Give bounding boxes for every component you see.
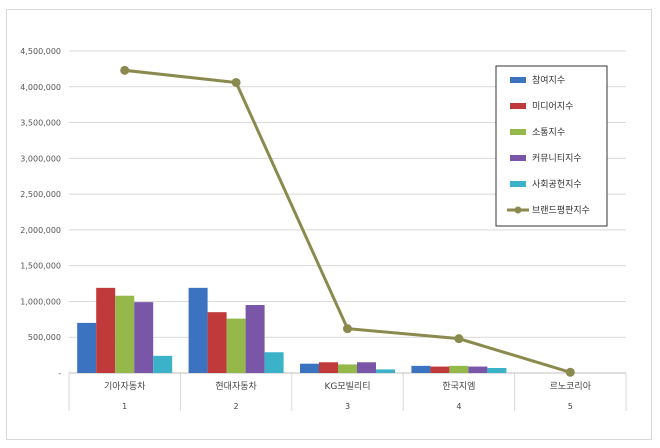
legend-swatch bbox=[510, 129, 526, 135]
line-point-브랜드평판지수 bbox=[454, 334, 464, 344]
y-tick-label: 1,000,000 bbox=[20, 297, 61, 306]
y-tick-label: 2,500,000 bbox=[20, 190, 61, 199]
x-category-label: 기아자동차 bbox=[104, 380, 146, 392]
legend-swatch-marker bbox=[514, 206, 522, 214]
y-tick-label: 1,500,000 bbox=[20, 262, 61, 271]
line-point-브랜드평판지수 bbox=[565, 367, 575, 377]
line-point-브랜드평판지수 bbox=[231, 77, 241, 87]
x-rank-label: 5 bbox=[568, 402, 573, 411]
bar-소통지수 bbox=[338, 364, 357, 373]
legend-label: 참여지수 bbox=[532, 74, 565, 86]
bar-소통지수 bbox=[226, 318, 246, 373]
legend-label: 브랜드평판지수 bbox=[532, 205, 590, 216]
legend-label: 사회공헌지수 bbox=[532, 179, 582, 190]
bar-소통지수 bbox=[115, 295, 135, 373]
y-tick-label: 4,500,000 bbox=[20, 47, 61, 56]
bar-사회공헌지수 bbox=[153, 355, 173, 373]
bar-소통지수 bbox=[449, 365, 469, 373]
line-point-브랜드평판지수 bbox=[120, 65, 130, 75]
legend-swatch bbox=[510, 103, 526, 109]
bar-커뮤니티지수 bbox=[134, 302, 154, 373]
bar-미디어지수 bbox=[319, 362, 338, 373]
x-rank-label: 1 bbox=[122, 402, 127, 411]
bar-미디어지수 bbox=[207, 312, 227, 373]
bar-참여지수 bbox=[77, 322, 97, 373]
y-tick-label: 500,000 bbox=[28, 333, 61, 342]
bar-커뮤니티지수 bbox=[245, 305, 265, 373]
legend-swatch bbox=[510, 77, 526, 83]
legend-box bbox=[495, 65, 608, 227]
x-category-label: 한국지엠 bbox=[442, 380, 475, 392]
y-tick-label: 3,500,000 bbox=[20, 119, 61, 128]
y-tick-label: 2,000,000 bbox=[20, 226, 61, 235]
bar-미디어지수 bbox=[430, 366, 450, 373]
line-point-브랜드평판지수 bbox=[343, 324, 352, 334]
x-rank-label: 3 bbox=[345, 402, 350, 411]
y-tick-label: 4,000,000 bbox=[20, 83, 61, 92]
legend-swatch bbox=[510, 155, 526, 161]
bar-커뮤니티지수 bbox=[468, 366, 488, 373]
bar-참여지수 bbox=[188, 287, 208, 373]
legend-swatch bbox=[510, 181, 526, 187]
x-category-label: KG모빌리티 bbox=[325, 381, 371, 392]
y-tick-label: - bbox=[58, 369, 61, 378]
legend-label: 소통지수 bbox=[532, 127, 565, 138]
bar-사회공헌지수 bbox=[376, 369, 395, 373]
bar-참여지수 bbox=[411, 365, 431, 373]
bar-사회공헌지수 bbox=[264, 352, 284, 373]
x-category-label: 르노코리아 bbox=[550, 381, 592, 392]
bar-사회공헌지수 bbox=[487, 367, 507, 373]
y-tick-label: 3,000,000 bbox=[20, 154, 61, 163]
legend-label: 미디어지수 bbox=[532, 101, 573, 112]
legend-label: 커뮤니티지수 bbox=[532, 153, 582, 164]
x-category-label: 현대자동차 bbox=[215, 380, 257, 392]
x-rank-label: 4 bbox=[456, 402, 461, 411]
bar-미디어지수 bbox=[96, 287, 116, 373]
x-rank-label: 2 bbox=[234, 402, 239, 411]
bar-참여지수 bbox=[300, 363, 319, 373]
bar-커뮤니티지수 bbox=[357, 362, 376, 373]
